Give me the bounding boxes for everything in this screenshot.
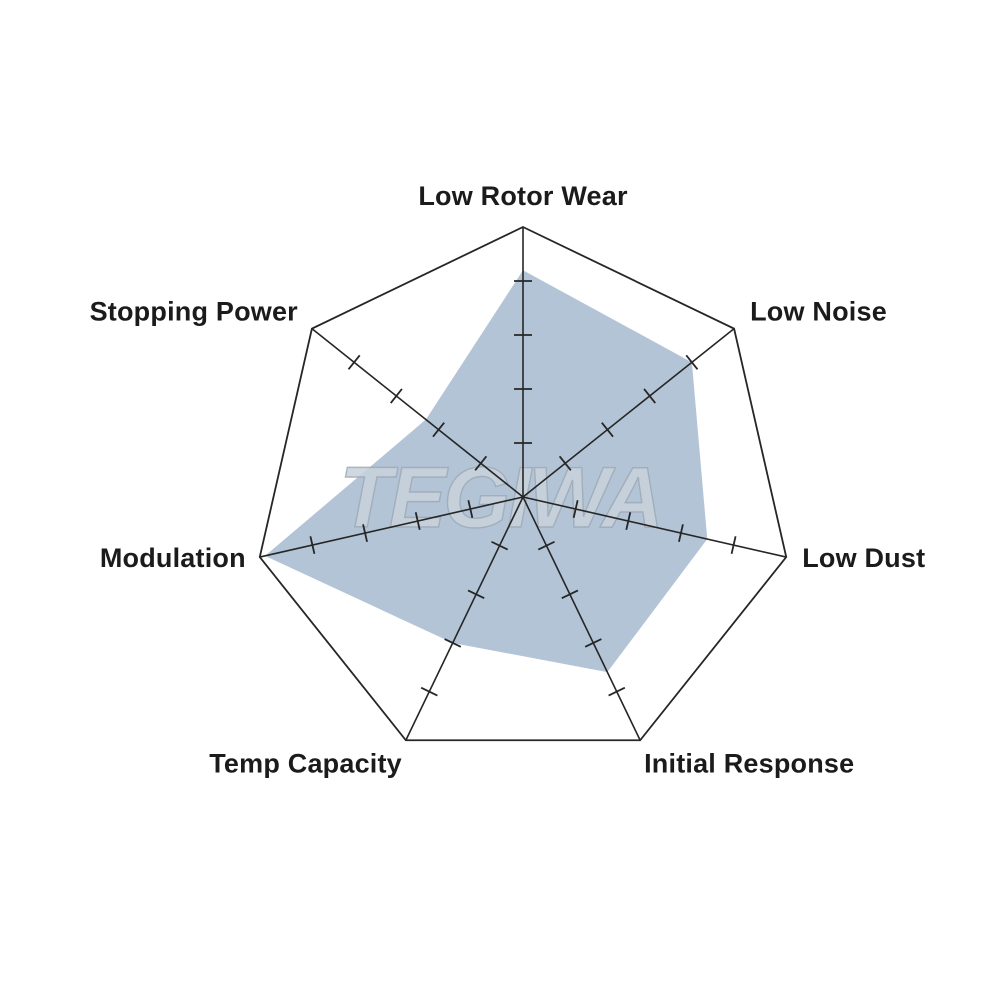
axis-label-temp-capacity: Temp Capacity	[209, 748, 402, 778]
tick-low-noise-4	[685, 354, 699, 370]
radar-axis-labels: Low Rotor Wear Low Noise Low Dust Initial R…	[90, 181, 925, 778]
tick-low-noise-1	[558, 455, 572, 471]
radar-axis-low-dust	[522, 496, 787, 558]
tick-low-noise-3	[643, 388, 656, 404]
axis-label-low-noise: Low Noise	[750, 297, 887, 327]
watermark-label: TEGIWA	[339, 450, 660, 546]
tick-modulation-1	[467, 500, 474, 518]
axis-label-low-rotor-wear: Low Rotor Wear	[418, 181, 628, 211]
axis-label-low-dust: Low Dust	[802, 543, 925, 573]
axis-label-modulation: Modulation	[100, 543, 246, 573]
tick-temp-capacity-2	[467, 589, 485, 600]
tick-stopping-power-1	[474, 455, 488, 471]
tick-low-dust-2	[625, 512, 632, 531]
tick-modulation-4	[309, 536, 316, 555]
tick-temp-capacity-1	[491, 540, 509, 551]
radar-axis-initial-response	[522, 496, 641, 741]
axis-label-stopping-power: Stopping Power	[90, 297, 299, 327]
tick-modulation-3	[362, 524, 368, 543]
tick-low-dust-4	[730, 536, 737, 555]
radar-axis-modulation	[259, 496, 524, 558]
tick-modulation-2	[414, 512, 421, 531]
radar-axis-stopping-power	[311, 328, 524, 498]
radar-axis-lines	[259, 227, 787, 741]
radar-axis-temp-capacity	[405, 496, 524, 741]
tick-stopping-power-4	[347, 354, 361, 370]
watermark-tegiwa: TEGIWA	[339, 449, 665, 546]
tick-stopping-power-3	[390, 388, 403, 404]
radar-series-polygon	[265, 270, 708, 673]
tick-low-noise-2	[601, 422, 614, 438]
tick-initial-response-2	[561, 589, 579, 600]
tick-temp-capacity-4	[420, 686, 438, 697]
tick-temp-capacity-3	[444, 638, 462, 648]
tick-initial-response-4	[608, 686, 626, 697]
tick-stopping-power-2	[432, 422, 445, 438]
tick-low-dust-3	[678, 524, 684, 543]
tick-initial-response-1	[537, 540, 555, 551]
tick-low-dust-1	[572, 500, 579, 518]
axis-label-initial-response: Initial Response	[644, 748, 854, 778]
radar-tick-marks	[309, 280, 737, 697]
tick-initial-response-3	[584, 638, 602, 648]
radar-axis-low-noise	[522, 328, 735, 498]
